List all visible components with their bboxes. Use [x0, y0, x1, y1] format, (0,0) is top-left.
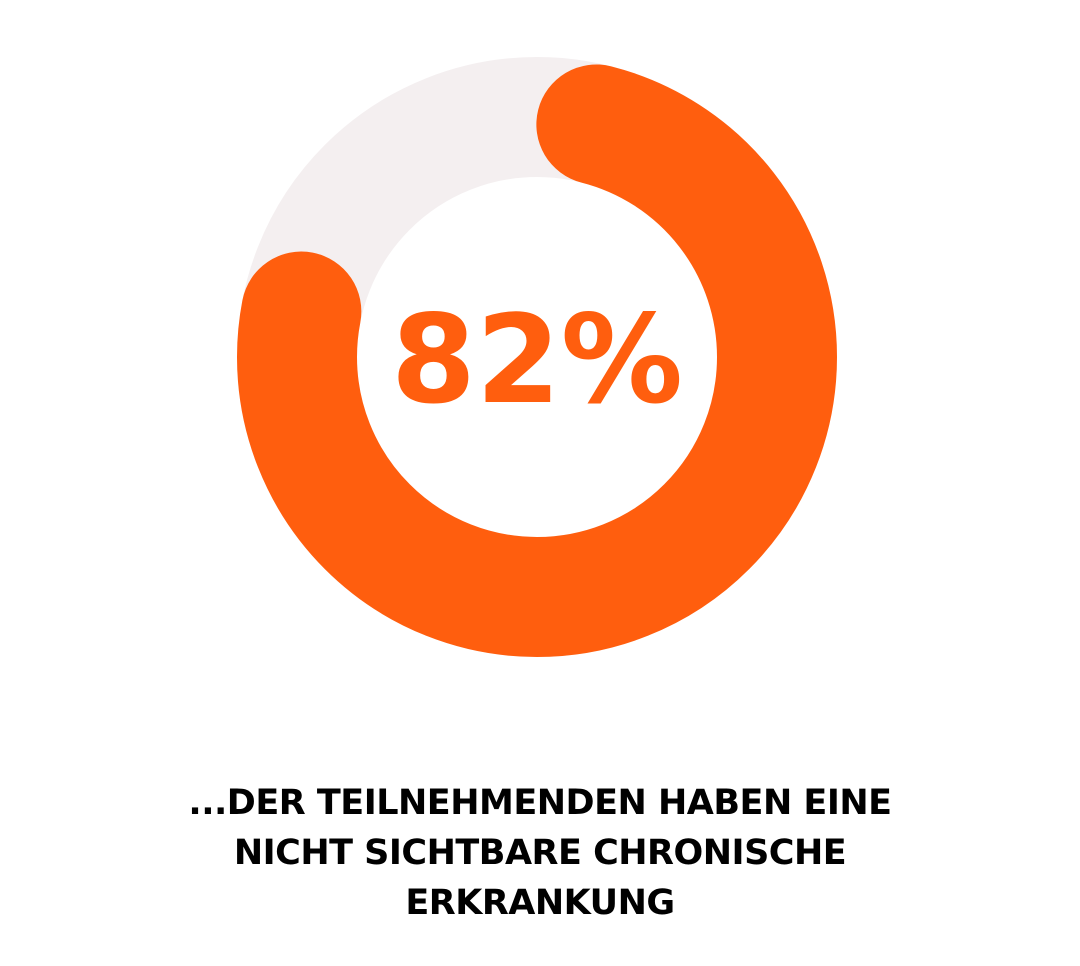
caption: ...DER TEILNEHMENDEN HABEN EINE NICHT SI…	[188, 783, 892, 923]
chart: 82%	[237, 57, 837, 657]
value-label: 82%	[391, 289, 683, 431]
progress-arc	[237, 57, 837, 657]
ring	[237, 57, 837, 657]
